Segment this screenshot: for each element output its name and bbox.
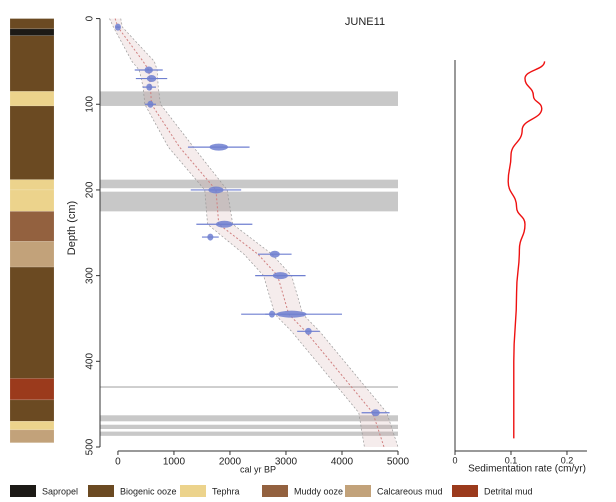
legend-swatch: [345, 485, 371, 497]
legend-swatch: [10, 485, 36, 497]
date-point: [276, 310, 307, 318]
legend-label: Detrital mud: [484, 486, 533, 496]
date-point: [371, 409, 380, 417]
core-layer: [9, 18, 55, 30]
date-point: [269, 250, 280, 258]
y-tick-label: 0: [85, 15, 96, 21]
y-tick-label: 300: [85, 267, 96, 284]
core-layer: [9, 105, 55, 180]
date-point: [208, 186, 224, 194]
hiatus-band: [100, 386, 398, 388]
x-tick-label: 2000: [219, 457, 242, 468]
x-tick-label: 0.2: [561, 455, 574, 465]
model-upper: [120, 18, 399, 448]
core-layer: [9, 91, 55, 107]
model-mean: [114, 18, 385, 448]
legend-label: Tephra: [212, 486, 240, 496]
date-point: [207, 233, 214, 241]
legend-label: Biogenic ooze: [120, 486, 177, 496]
rate-line: [507, 61, 546, 439]
hiatus-band: [100, 415, 398, 422]
core-layer: [9, 399, 55, 422]
date-point: [114, 23, 121, 31]
core-layer: [9, 378, 55, 401]
x-tick-label: 1000: [163, 457, 186, 468]
model-envelope: [109, 18, 399, 447]
date-point: [209, 143, 228, 151]
legend-swatch: [452, 485, 478, 497]
date-point: [305, 327, 312, 335]
core-layer: [9, 189, 55, 212]
y-tick-label: 500: [85, 438, 96, 455]
hiatus-band: [100, 431, 398, 436]
x-axis-label: Sedimentation rate (cm/yr): [468, 464, 586, 475]
date-point: [147, 100, 154, 108]
legend-swatch: [262, 485, 288, 497]
core-layer: [9, 266, 55, 379]
date-point: [272, 272, 288, 280]
y-axis-label: Depth (cm): [66, 201, 78, 255]
model-lower: [109, 18, 365, 448]
legend-label: Calcareous mud: [377, 486, 443, 496]
x-tick-label: 0: [115, 457, 121, 468]
x-tick-label: 4000: [331, 457, 354, 468]
legend-label: Sapropel: [42, 486, 78, 496]
x-tick-label: 5000: [387, 457, 410, 468]
y-tick-label: 200: [85, 181, 96, 198]
hiatus-band: [100, 191, 398, 212]
core-layer: [9, 241, 55, 268]
hiatus-band: [100, 91, 398, 106]
date-point: [215, 220, 233, 228]
x-tick-label: 0: [452, 455, 457, 465]
date-point: [144, 66, 153, 74]
chart-title: JUNE11: [345, 16, 385, 28]
legend-swatch: [88, 485, 114, 497]
x-tick-label: 0.1: [505, 455, 518, 465]
hiatus-band: [100, 179, 398, 189]
core-layer: [9, 211, 55, 242]
legend-label: Muddy ooze: [294, 486, 343, 496]
date-point: [146, 83, 153, 91]
core-layer: [9, 421, 55, 431]
core-layer: [9, 35, 55, 92]
y-tick-label: 100: [85, 95, 96, 112]
core-layer: [9, 429, 55, 443]
date-point: [146, 75, 157, 83]
hiatus-band: [100, 424, 398, 430]
y-tick-label: 400: [85, 353, 96, 370]
core-layer: [9, 179, 55, 191]
x-axis-label: cal yr BP: [240, 464, 276, 474]
x-tick-label: 3000: [275, 457, 298, 468]
core-layer: [9, 28, 55, 36]
legend-swatch: [180, 485, 206, 497]
